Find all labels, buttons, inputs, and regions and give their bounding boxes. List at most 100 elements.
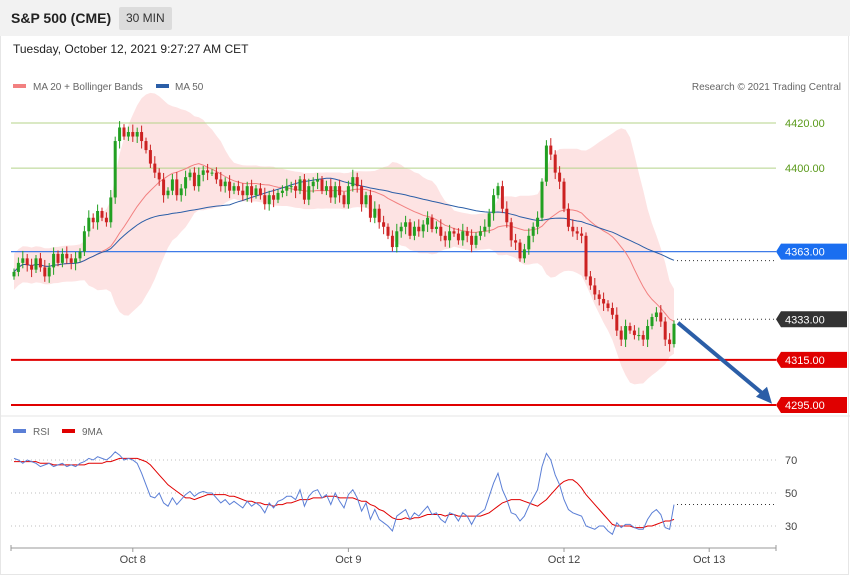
candle bbox=[298, 176, 302, 195]
candle-body bbox=[338, 186, 342, 196]
candle bbox=[448, 224, 452, 248]
rsi-tick-label: 70 bbox=[785, 455, 797, 467]
candle bbox=[531, 222, 535, 243]
candle bbox=[360, 179, 364, 212]
candle bbox=[157, 168, 161, 186]
candle bbox=[267, 190, 271, 211]
candle-body bbox=[135, 132, 139, 137]
candle-body bbox=[258, 188, 262, 196]
candle bbox=[43, 259, 47, 282]
candle bbox=[16, 257, 20, 277]
candle bbox=[558, 166, 562, 190]
candle bbox=[346, 180, 350, 209]
candle-body bbox=[544, 145, 548, 182]
candle bbox=[289, 181, 293, 193]
candle bbox=[126, 126, 130, 141]
candle bbox=[241, 183, 245, 201]
candle-body bbox=[263, 195, 267, 205]
candle bbox=[258, 183, 262, 200]
candle-body bbox=[307, 186, 311, 200]
rsi-ma-legend-label: 9MA bbox=[82, 427, 103, 438]
candle-body bbox=[30, 265, 34, 270]
candle-body bbox=[483, 226, 487, 232]
candle-body bbox=[148, 150, 152, 164]
candle bbox=[637, 327, 641, 341]
candle-body bbox=[602, 298, 606, 304]
candle-body bbox=[531, 226, 535, 236]
candle-body bbox=[390, 235, 394, 248]
candle-body bbox=[153, 163, 157, 173]
candle-body bbox=[355, 177, 359, 187]
candle-body bbox=[461, 231, 465, 241]
candle bbox=[52, 247, 56, 275]
candle bbox=[408, 218, 412, 240]
candle bbox=[522, 243, 526, 263]
candle-body bbox=[214, 172, 218, 180]
candle bbox=[131, 124, 135, 142]
candle bbox=[175, 171, 179, 201]
candle bbox=[496, 182, 500, 199]
candle bbox=[478, 225, 482, 241]
candle bbox=[461, 223, 465, 246]
candle-body bbox=[434, 226, 438, 230]
candle-body bbox=[377, 208, 381, 223]
candle bbox=[390, 230, 394, 252]
candle bbox=[527, 228, 531, 255]
level-label-text: 4420.00 bbox=[785, 118, 825, 130]
candle-body bbox=[342, 195, 346, 205]
candle-body bbox=[175, 179, 179, 196]
candle bbox=[382, 215, 386, 235]
candle bbox=[307, 178, 311, 206]
candle bbox=[311, 177, 315, 193]
candle-body bbox=[25, 258, 29, 266]
timeframe-badge[interactable]: 30 MIN bbox=[119, 7, 172, 30]
candle bbox=[118, 121, 122, 149]
candle-body bbox=[408, 222, 412, 236]
candle-body bbox=[553, 154, 557, 173]
candle bbox=[223, 177, 227, 193]
candle-body bbox=[184, 177, 188, 189]
candle-body bbox=[650, 317, 654, 327]
level-label-text: 4315.00 bbox=[785, 355, 825, 367]
candle bbox=[324, 180, 328, 196]
candle bbox=[148, 144, 152, 169]
candle bbox=[188, 169, 192, 181]
candle bbox=[505, 201, 509, 228]
candle bbox=[228, 175, 232, 199]
candle-body bbox=[179, 188, 183, 196]
candle-body bbox=[289, 186, 293, 188]
candle bbox=[38, 252, 42, 272]
candle bbox=[34, 254, 38, 274]
candle bbox=[646, 319, 650, 348]
forecast-arrow-head bbox=[756, 386, 772, 404]
candle-body bbox=[505, 208, 509, 223]
x-tick-label: Oct 8 bbox=[120, 554, 146, 566]
candle bbox=[509, 217, 513, 247]
candle bbox=[302, 173, 306, 205]
candle-body bbox=[276, 192, 280, 200]
x-tick-label: Oct 12 bbox=[548, 554, 580, 566]
candle-body bbox=[659, 312, 663, 322]
candle-body bbox=[241, 190, 245, 196]
candle-body bbox=[584, 235, 588, 277]
candle-body bbox=[38, 258, 42, 268]
candle bbox=[628, 322, 632, 334]
bollinger-band-fill bbox=[14, 92, 674, 385]
candle-body bbox=[294, 186, 298, 191]
candle-body bbox=[47, 267, 51, 277]
candle-body bbox=[206, 170, 210, 173]
candle-body bbox=[201, 170, 205, 175]
candle-body bbox=[421, 224, 425, 232]
candle bbox=[443, 231, 447, 247]
candle-body bbox=[448, 231, 452, 241]
candle-body bbox=[536, 217, 540, 227]
candle-body bbox=[302, 179, 306, 200]
candle bbox=[206, 163, 210, 181]
candle-body bbox=[487, 213, 491, 227]
candle bbox=[170, 173, 174, 196]
candle bbox=[514, 233, 518, 251]
candle bbox=[456, 228, 460, 245]
candle bbox=[575, 226, 579, 240]
forecast-arrow-shaft bbox=[676, 321, 766, 397]
candle-body bbox=[368, 195, 372, 218]
